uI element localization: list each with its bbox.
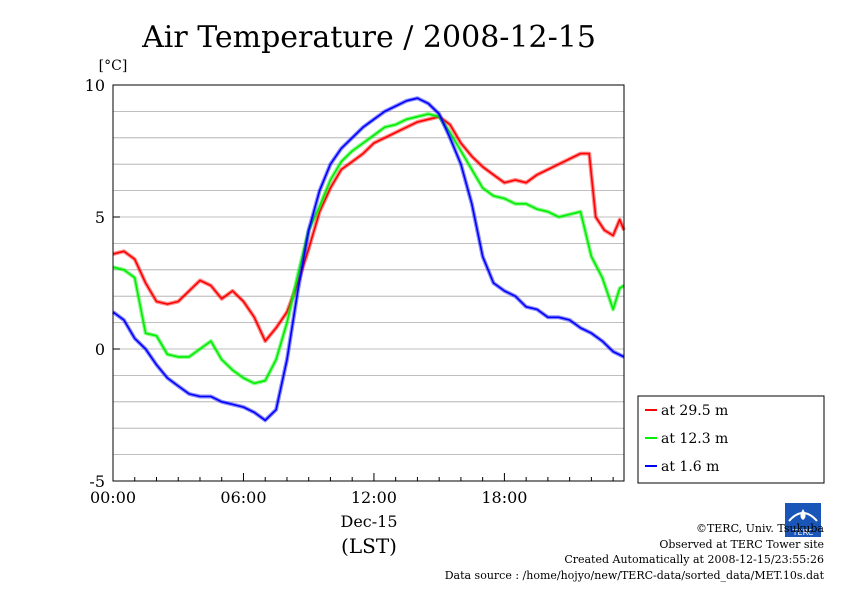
observation-site-text: Observed at TERC Tower site bbox=[659, 537, 824, 551]
copyright-text: ©TERC, Univ. Tsukuba bbox=[695, 522, 824, 535]
y-axis-unit-label: [°C] bbox=[99, 58, 128, 74]
date-label: Dec-15 bbox=[340, 512, 397, 531]
data-source-text: Data source : /home/hojyo/new/TERC-data/… bbox=[444, 568, 824, 582]
chart-title: Air Temperature / 2008-12-15 bbox=[141, 20, 596, 55]
grid-lines bbox=[113, 111, 624, 456]
legend-label: at 12.3 m bbox=[661, 431, 728, 447]
legend-box bbox=[637, 395, 825, 484]
legend-label: at 1.6 m bbox=[661, 459, 719, 475]
credits-block: ©TERC, Univ. Tsukuba Observed at TERC To… bbox=[445, 521, 824, 583]
x-axis-label: (LST) bbox=[341, 534, 397, 558]
y-tick-label: 5 bbox=[95, 208, 105, 227]
created-timestamp-text: Created Automatically at 2008-12-15/23:5… bbox=[564, 553, 824, 566]
x-tick-label: 12:00 bbox=[351, 488, 397, 507]
y-axis-ticks: 10 5 0 -5 bbox=[85, 76, 120, 491]
series-halo bbox=[112, 112, 626, 386]
series-line bbox=[112, 97, 625, 422]
y-tick-label: 10 bbox=[85, 76, 105, 95]
x-tick-label: 18:00 bbox=[481, 488, 527, 507]
legend-label: at 29.5 m bbox=[661, 403, 728, 419]
y-tick-label: -5 bbox=[89, 472, 105, 491]
x-tick-label: 06:00 bbox=[220, 488, 266, 507]
x-tick-label: 00:00 bbox=[90, 488, 136, 507]
svg-text:TERC: TERC bbox=[792, 528, 814, 537]
terc-logo-icon: TERC bbox=[785, 503, 821, 537]
series-lines bbox=[111, 96, 626, 423]
series-line bbox=[112, 115, 625, 342]
plot-frame bbox=[112, 84, 625, 482]
series-line bbox=[112, 113, 625, 385]
legend: at 29.5 m at 12.3 m at 1.6 m bbox=[645, 403, 728, 475]
x-axis-ticks: 00:00 06:00 12:00 18:00 bbox=[90, 473, 614, 507]
y-tick-label: 0 bbox=[95, 340, 105, 359]
series-halo bbox=[112, 114, 626, 344]
